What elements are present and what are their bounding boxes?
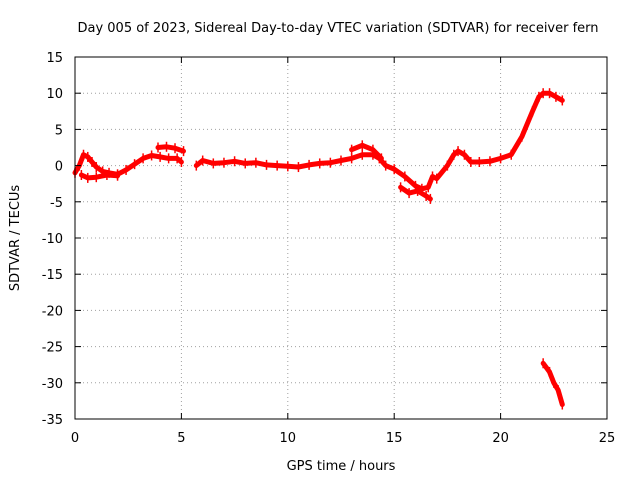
y-tick-label: -10 bbox=[42, 232, 63, 247]
x-tick-label: 25 bbox=[599, 431, 616, 446]
grid bbox=[75, 57, 607, 419]
y-tick-label: -35 bbox=[42, 413, 63, 428]
y-tick-label: -20 bbox=[42, 304, 63, 319]
x-tick-label: 20 bbox=[492, 431, 509, 446]
series-trace bbox=[540, 360, 565, 407]
data-series bbox=[72, 88, 565, 410]
y-tick-label: 5 bbox=[55, 123, 63, 138]
series-trace bbox=[349, 142, 384, 161]
series-trace bbox=[78, 172, 121, 181]
chart-title: Day 005 of 2023, Sidereal Day-to-day VTE… bbox=[77, 21, 598, 36]
y-tick-label: -5 bbox=[50, 196, 63, 211]
y-tick-label: -30 bbox=[42, 377, 63, 392]
series-trace bbox=[193, 90, 565, 192]
y-tick-label: -15 bbox=[42, 268, 63, 283]
x-tick-label: 10 bbox=[280, 431, 297, 446]
x-tick-label: 15 bbox=[386, 431, 403, 446]
series-trace bbox=[155, 144, 186, 154]
y-tick-label: 15 bbox=[46, 51, 63, 66]
x-axis-label: GPS time / hours bbox=[287, 459, 396, 474]
axis-ticks: 0 5 10 15 20 25 15 10 5 0 -5 -10 -15 -20 -25 -30 -35 bbox=[42, 51, 616, 446]
y-tick-label: 10 bbox=[46, 87, 63, 102]
x-tick-label: 5 bbox=[177, 431, 185, 446]
series-trace bbox=[72, 152, 184, 177]
y-axis-label: SDTVAR / TECUs bbox=[8, 185, 23, 292]
y-tick-label: 0 bbox=[55, 160, 63, 175]
y-tick-label: -25 bbox=[42, 341, 63, 356]
x-tick-label: 0 bbox=[71, 431, 79, 446]
